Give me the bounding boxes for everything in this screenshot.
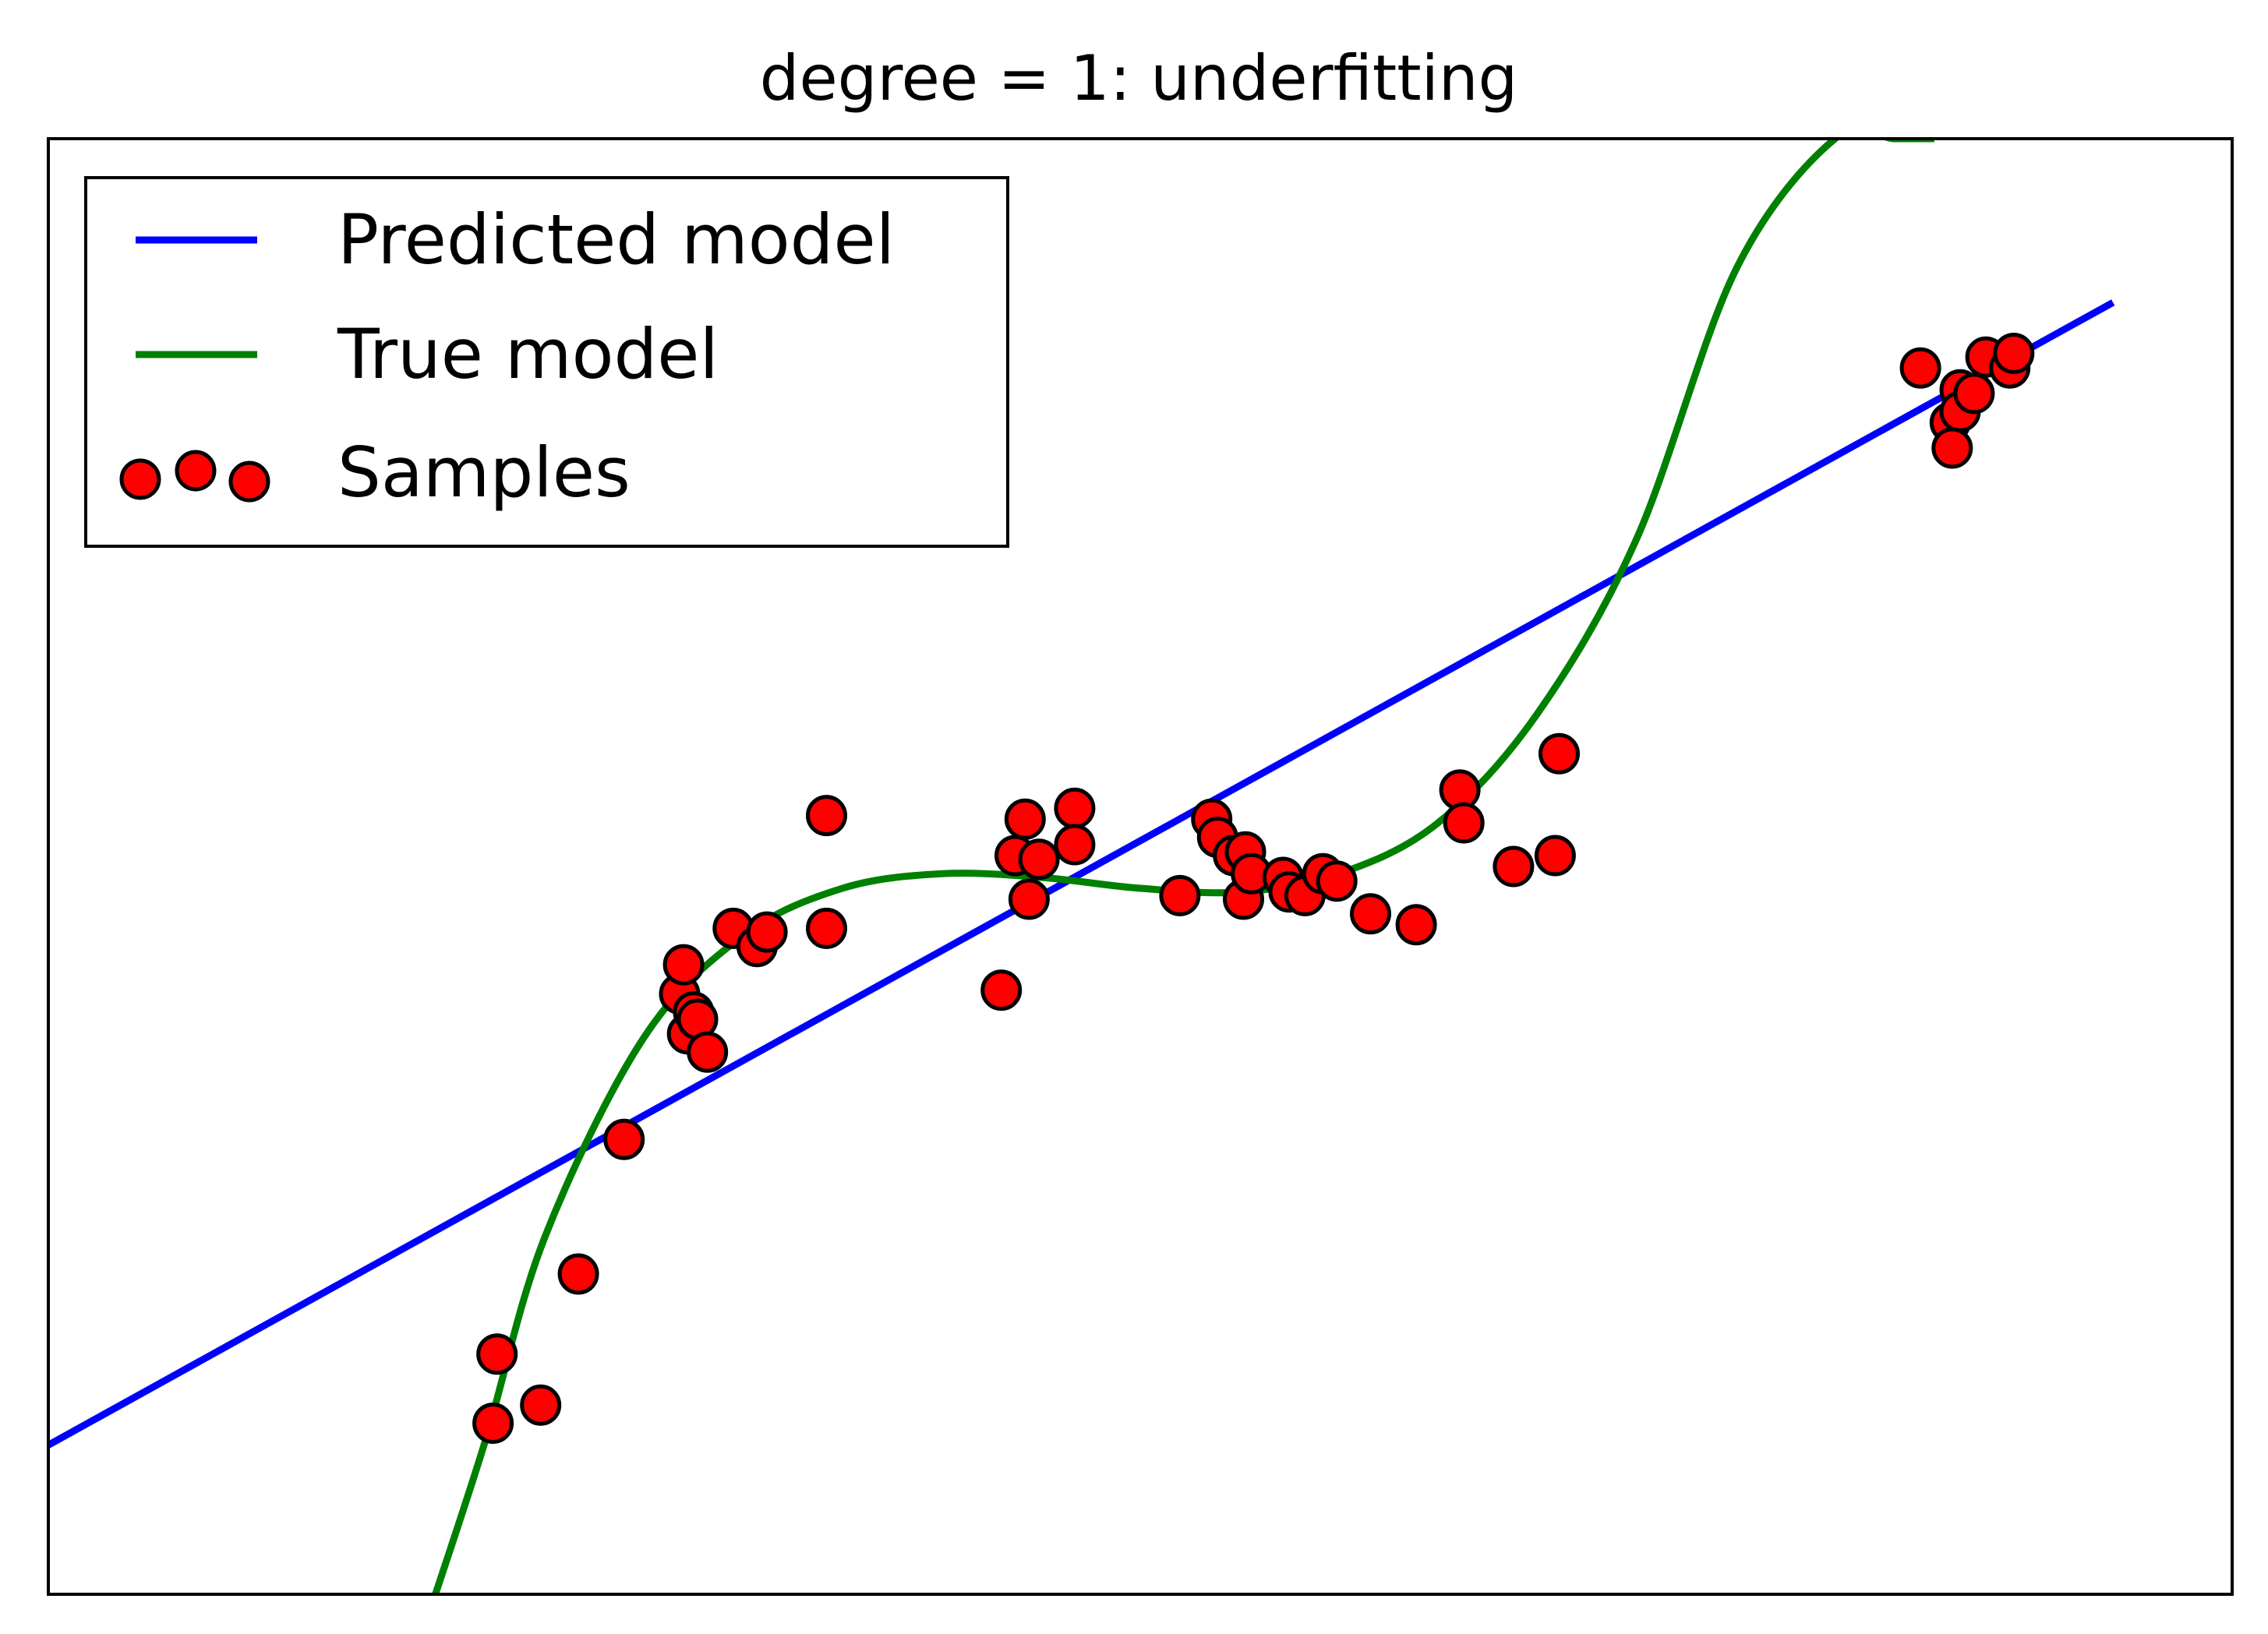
sample-point <box>1443 802 1485 844</box>
sample-point <box>1953 372 1995 415</box>
legend-samples-marker <box>175 450 217 492</box>
predicted-model-line <box>48 299 2115 1449</box>
plot-frame <box>47 137 2234 1596</box>
sample-point <box>662 944 705 986</box>
legend-true-model-label: True model <box>337 314 719 394</box>
legend-samples-marker <box>228 461 270 503</box>
sample-point <box>980 969 1023 1011</box>
sample-point <box>1493 845 1535 888</box>
sample-point <box>1159 874 1201 916</box>
sample-point <box>1538 732 1580 775</box>
sample-point <box>687 1031 729 1073</box>
sample-point <box>1993 333 2035 374</box>
sample-point <box>603 1118 645 1160</box>
sample-point <box>1899 347 1941 389</box>
plot-area <box>48 139 2115 1594</box>
sample-point <box>1054 787 1096 829</box>
chart-title: degree = 1: underfitting <box>760 42 1518 115</box>
legend-samples-marker <box>119 458 161 500</box>
sample-point <box>806 795 847 837</box>
sample-point <box>746 911 788 953</box>
sample-point <box>472 1403 514 1444</box>
sample-point <box>1004 798 1046 840</box>
legend: Predicted model True model Samples <box>84 176 1009 548</box>
sample-point <box>1054 824 1096 866</box>
legend-predicted-model-label: Predicted model <box>337 199 895 280</box>
sample-point <box>1350 893 1391 935</box>
sample-point <box>1395 904 1437 946</box>
legend-samples-label: Samples <box>337 432 631 513</box>
sample-point <box>520 1384 562 1426</box>
sample-point <box>557 1253 599 1295</box>
sample-point <box>1316 860 1358 902</box>
sample-point <box>1534 835 1576 877</box>
sample-point <box>1008 878 1050 920</box>
sample-point <box>1018 838 1060 881</box>
legend-samples-swatch <box>119 450 270 503</box>
sample-point <box>1931 427 1973 469</box>
sample-point <box>806 907 847 949</box>
sample-point <box>476 1333 518 1375</box>
